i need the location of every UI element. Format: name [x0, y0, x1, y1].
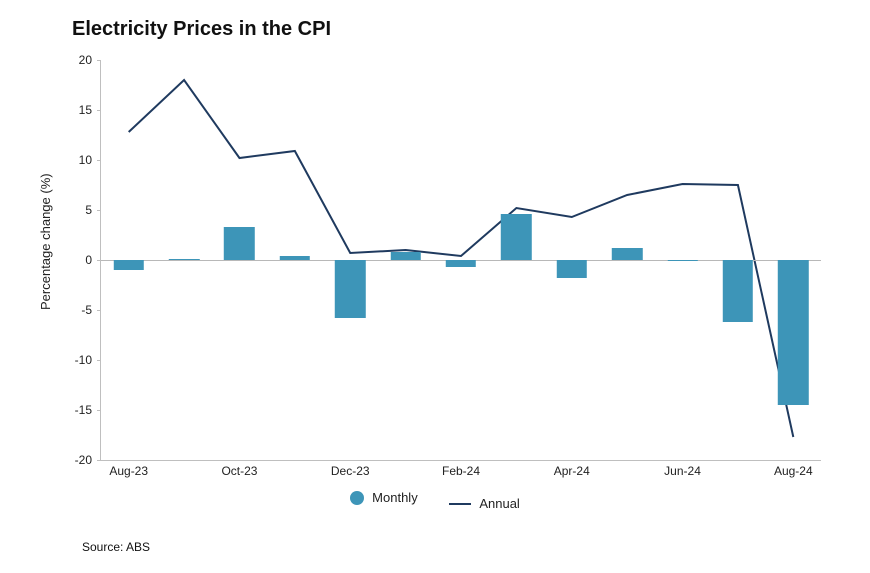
- bar: [612, 248, 642, 260]
- y-tick-label: 0: [52, 253, 92, 267]
- chart-title: Electricity Prices in the CPI: [72, 18, 331, 41]
- legend-item-annual: Annual: [449, 496, 519, 511]
- bar: [723, 260, 753, 322]
- y-tick-mark: [97, 260, 101, 261]
- plot-area: Aug-23Oct-23Dec-23Feb-24Apr-24Jun-24Aug-…: [100, 60, 821, 461]
- bar: [778, 260, 808, 405]
- bar: [113, 260, 143, 270]
- x-tick-label: Dec-23: [331, 464, 370, 478]
- bar: [446, 260, 476, 267]
- legend-label-monthly: Monthly: [372, 490, 418, 505]
- x-tick-label: Aug-24: [774, 464, 813, 478]
- y-tick-label: 10: [52, 153, 92, 167]
- bar: [335, 260, 365, 318]
- bar: [667, 260, 697, 261]
- y-tick-mark: [97, 460, 101, 461]
- y-tick-mark: [97, 360, 101, 361]
- y-tick-label: -5: [52, 303, 92, 317]
- x-tick-label: Jun-24: [664, 464, 701, 478]
- y-tick-mark: [97, 210, 101, 211]
- bar: [501, 214, 531, 260]
- y-tick-label: -20: [52, 453, 92, 467]
- y-tick-mark: [97, 110, 101, 111]
- bar: [557, 260, 587, 278]
- y-tick-mark: [97, 60, 101, 61]
- legend-label-annual: Annual: [479, 496, 519, 511]
- bar: [224, 227, 254, 260]
- y-tick-label: -10: [52, 353, 92, 367]
- x-tick-label: Feb-24: [442, 464, 480, 478]
- legend-line-icon: [449, 503, 471, 505]
- chart-container: Electricity Prices in the CPI Percentage…: [0, 0, 870, 573]
- y-ticks: -20-15-10-505101520: [50, 60, 96, 460]
- bar: [169, 259, 199, 260]
- y-tick-label: 15: [52, 103, 92, 117]
- legend-item-monthly: Monthly: [350, 490, 418, 505]
- y-tick-label: 20: [52, 53, 92, 67]
- legend-dot-icon: [350, 491, 364, 505]
- x-tick-label: Oct-23: [221, 464, 257, 478]
- x-tick-label: Apr-24: [554, 464, 590, 478]
- legend: Monthly Annual: [0, 490, 870, 511]
- y-tick-mark: [97, 160, 101, 161]
- x-tick-label: Aug-23: [109, 464, 148, 478]
- bar: [280, 256, 310, 260]
- y-tick-mark: [97, 410, 101, 411]
- y-tick-mark: [97, 310, 101, 311]
- y-tick-label: 5: [52, 203, 92, 217]
- source-label: Source: ABS: [82, 540, 150, 554]
- y-tick-label: -15: [52, 403, 92, 417]
- bar: [390, 252, 420, 260]
